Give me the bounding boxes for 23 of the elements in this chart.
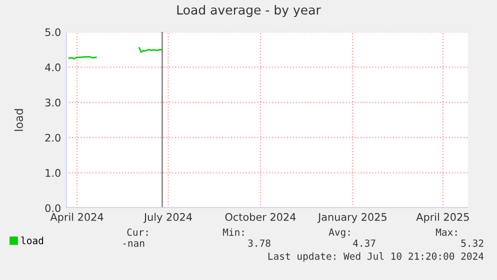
text: Max:	[436, 228, 457, 236]
text: Cur:	[127, 228, 148, 236]
y-tick-label: 3.0	[45, 98, 60, 107]
y-tick-label: 1.0	[46, 169, 60, 177]
text: 4.37	[353, 239, 376, 247]
x-tick-label: July 2024	[143, 212, 192, 223]
text: Min:	[222, 228, 244, 236]
y-axis-title: load	[14, 109, 23, 131]
chart-title: Load average - by year	[177, 4, 321, 18]
text: Avg:	[328, 228, 350, 238]
y-tick-label: 5.0	[45, 28, 60, 36]
legend-label: load	[21, 236, 44, 244]
text: 5.32	[461, 239, 484, 247]
text: Last update: Wed Jul 10 21:20:00 2024	[268, 252, 484, 262]
x-tick-label: October 2024	[225, 212, 296, 221]
text: 3.78	[248, 239, 270, 247]
y-tick-label: 0.0	[45, 204, 60, 212]
x-tick-label: January 2025	[318, 213, 386, 223]
text: -nan	[123, 241, 144, 247]
y-tick-label: 4.0	[45, 63, 60, 72]
x-tick-label: April 2024	[50, 212, 104, 223]
y-tick-label: 2.0	[45, 134, 60, 142]
x-tick-label: April 2025	[416, 212, 469, 223]
